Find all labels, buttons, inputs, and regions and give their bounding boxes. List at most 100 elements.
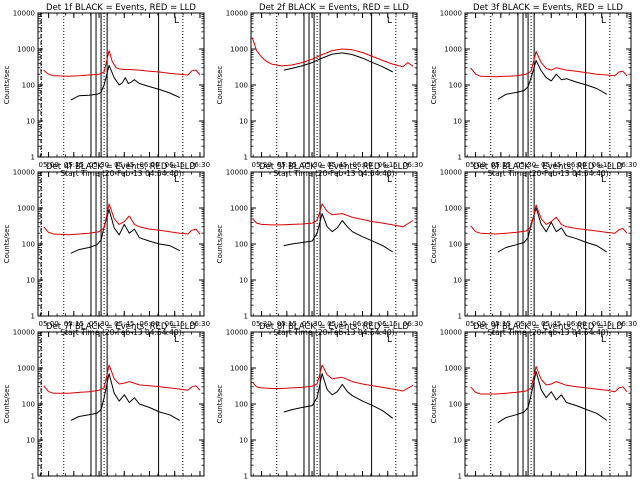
y-tick-label: 1: [244, 154, 248, 162]
plot-area: [252, 172, 414, 316]
x-tick-label: 05:30: [516, 161, 536, 169]
series-line-events: [70, 64, 181, 101]
corner-mark: L: [387, 175, 392, 185]
corner-mark: L: [174, 335, 179, 345]
panel-title: Det 1f BLACK = Events, RED = LLD: [46, 3, 196, 13]
x-tick-label: 05:30: [89, 161, 109, 169]
panel-6: Det 6f BLACK = Events, RED = LLD 1 10 100 10…: [430, 162, 637, 337]
panel-title: Det 5f BLACK = Events, RED = LLD: [259, 162, 409, 172]
plot-frame: [250, 12, 418, 158]
y-tick-label: 10: [26, 437, 35, 445]
series-line-lld: [470, 366, 628, 395]
corner-mark: L: [387, 335, 392, 345]
x-tick-label: 06:00: [352, 161, 372, 169]
x-tick-label: 05:30: [302, 161, 322, 169]
y-tick-label: 1: [458, 313, 462, 321]
x-tick-label: 06:30: [617, 161, 637, 169]
series-line-events: [70, 209, 181, 254]
y-tick-label: 1: [244, 473, 248, 480]
y-tick-label: 10: [239, 277, 248, 285]
x-tick-label: 05:15: [491, 161, 511, 169]
y-tick-label: 1000: [17, 205, 35, 213]
x-tick-label: 05:15: [277, 161, 297, 169]
x-tick-label: 05:45: [114, 320, 134, 328]
panel-title: Det 6f BLACK = Events, RED = LLD: [473, 162, 623, 172]
x-tick-label: 06:00: [352, 320, 372, 328]
series-line-lld: [470, 51, 628, 78]
series-line-events: [70, 373, 181, 421]
plot-area: [470, 13, 628, 157]
y-tick-label: 10: [239, 118, 248, 126]
plot-frame: [250, 331, 418, 477]
y-tick-label: 1000: [230, 46, 248, 54]
y-tick-label: 100: [449, 401, 462, 409]
panel-title: Det 2f BLACK = Events, RED = LLD: [259, 3, 409, 13]
y-tick-label: 100: [235, 241, 248, 249]
x-tick-label: 05:45: [541, 320, 561, 328]
series-line-lld: [43, 50, 201, 77]
plot-frame: [464, 12, 632, 158]
y-axis-label: Counts/sec: [430, 225, 438, 264]
x-tick-label: 06:15: [165, 320, 185, 328]
x-tick-label: 06:15: [165, 161, 185, 169]
x-tick-label: 05:15: [277, 320, 297, 328]
series-line-events: [497, 60, 608, 100]
y-tick-label: 10000: [226, 329, 248, 337]
y-tick-label: 10000: [440, 329, 462, 337]
x-tick-label: 05:00: [39, 320, 59, 328]
x-axis-label: Start Time (20-Feb-13 04:54:40): [60, 169, 181, 178]
plot-area: [252, 13, 414, 157]
plot-area: [40, 172, 201, 316]
y-tick-label: 1: [458, 154, 462, 162]
series-line-events: [497, 371, 608, 424]
y-tick-label: 10000: [13, 169, 35, 177]
plot-frame: [464, 171, 632, 317]
x-tick-label: 05:45: [327, 320, 347, 328]
series-line-lld: [43, 203, 201, 236]
y-tick-label: 1000: [230, 205, 248, 213]
y-tick-label: 1: [31, 313, 35, 321]
plot-area: [470, 172, 628, 316]
y-tick-label: 100: [235, 82, 248, 90]
y-axis-label: Counts/sec: [3, 225, 11, 264]
x-tick-label: 06:00: [566, 320, 586, 328]
x-tick-label: 06:15: [378, 320, 398, 328]
plot-frame: [464, 331, 632, 477]
x-tick-label: 05:00: [466, 161, 486, 169]
plot-area: [40, 13, 201, 157]
panel-title: Det 9f BLACK = Events, RED = LLD: [473, 322, 623, 332]
plot-area: [40, 332, 201, 476]
plot-area: [470, 332, 628, 476]
y-tick-label: 10: [453, 277, 462, 285]
y-tick-label: 1000: [444, 46, 462, 54]
x-tick-label: 06:30: [190, 161, 210, 169]
x-tick-label: 06:00: [566, 161, 586, 169]
y-axis-label: Counts/sec: [430, 66, 438, 105]
y-tick-label: 1: [244, 313, 248, 321]
x-tick-label: 06:15: [592, 320, 612, 328]
y-tick-label: 10: [26, 118, 35, 126]
x-tick-label: 05:15: [64, 320, 84, 328]
x-axis-label: Start Time (20-Feb-13 04:54:40): [273, 169, 394, 178]
series-line-lld: [252, 203, 414, 228]
x-tick-label: 06:30: [617, 320, 637, 328]
panel-3: Det 3f BLACK = Events, RED = LLD 1 10 100 10…: [430, 3, 637, 178]
y-tick-label: 1: [31, 154, 35, 162]
plot-frame: [37, 331, 205, 477]
plot-frame: [37, 171, 205, 317]
x-tick-label: 05:30: [252, 161, 272, 169]
x-tick-label: 06:30: [403, 320, 423, 328]
plot-frame: [37, 12, 205, 158]
panel-9: Det 9f BLACK = Events, RED = LLD 1 10 100 10…: [430, 322, 632, 480]
y-tick-label: 10000: [226, 10, 248, 18]
x-axis-label: Start Time (20-Feb-13 04:54:40): [487, 169, 608, 178]
panel-title: Det 8f BLACK = Events, RED = LLD: [259, 322, 409, 332]
series-line-lld: [43, 364, 201, 394]
panel-title: Det 3f BLACK = Events, RED = LLD: [473, 3, 623, 13]
y-tick-label: 10000: [440, 169, 462, 177]
x-tick-label: 05:45: [114, 161, 134, 169]
y-tick-label: 1: [31, 473, 35, 480]
x-tick-label: 05:15: [64, 161, 84, 169]
x-tick-label: 06:00: [139, 161, 159, 169]
y-axis-label: Counts/sec: [216, 385, 224, 424]
